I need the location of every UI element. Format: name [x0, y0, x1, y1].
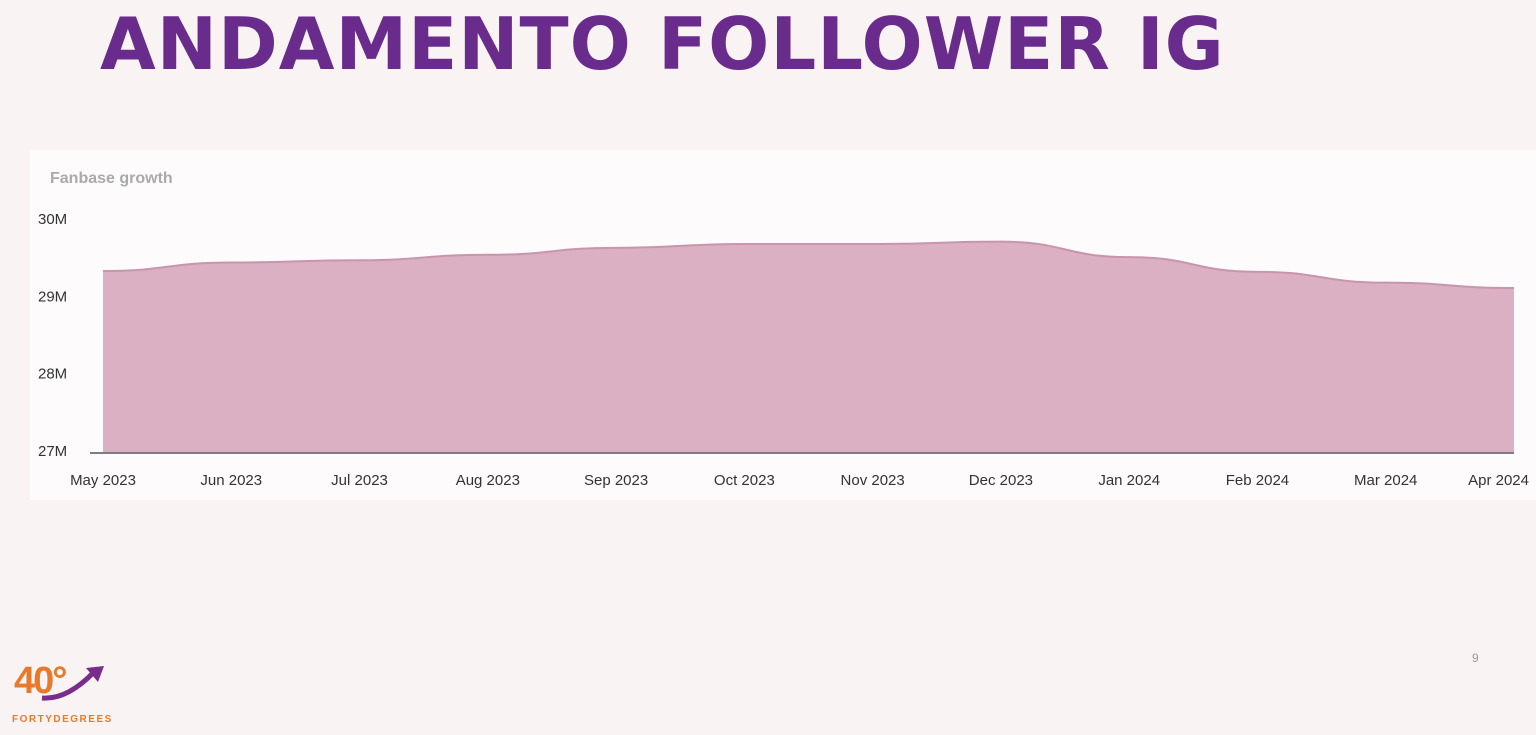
y-tick-label: 29M — [38, 288, 67, 305]
x-tick-label: Nov 2023 — [841, 472, 905, 489]
y-tick-label: 27M — [38, 443, 67, 460]
x-tick-label: Jun 2023 — [200, 472, 262, 489]
logo-text: FORTYDEGREES — [12, 714, 113, 725]
x-tick-label: Sep 2023 — [584, 472, 648, 489]
logo-arrow — [41, 666, 104, 701]
x-tick-label: Apr 2024 — [1468, 472, 1529, 489]
x-tick-label: Feb 2024 — [1226, 472, 1289, 489]
x-tick-label: Mar 2024 — [1354, 472, 1417, 489]
x-tick-label: May 2023 — [70, 472, 136, 489]
y-tick-label: 28M — [38, 366, 67, 383]
x-tick-label: Jul 2023 — [331, 472, 388, 489]
x-tick-label: Oct 2023 — [714, 472, 775, 489]
y-tick-label: 30M — [38, 211, 67, 228]
slide-title: ANDAMENTO FOLLOWER IG — [100, 2, 1225, 86]
x-tick-label: Dec 2023 — [969, 472, 1033, 489]
area — [103, 241, 1514, 452]
x-tick-label: Jan 2024 — [1098, 472, 1160, 489]
area-line — [102, 240, 1515, 290]
logo: 40° FORTYDEGREES — [12, 660, 112, 730]
chart-title: Fanbase growth — [50, 170, 173, 187]
page-number: 9 — [1472, 651, 1479, 665]
x-tick-label: Aug 2023 — [456, 472, 520, 489]
